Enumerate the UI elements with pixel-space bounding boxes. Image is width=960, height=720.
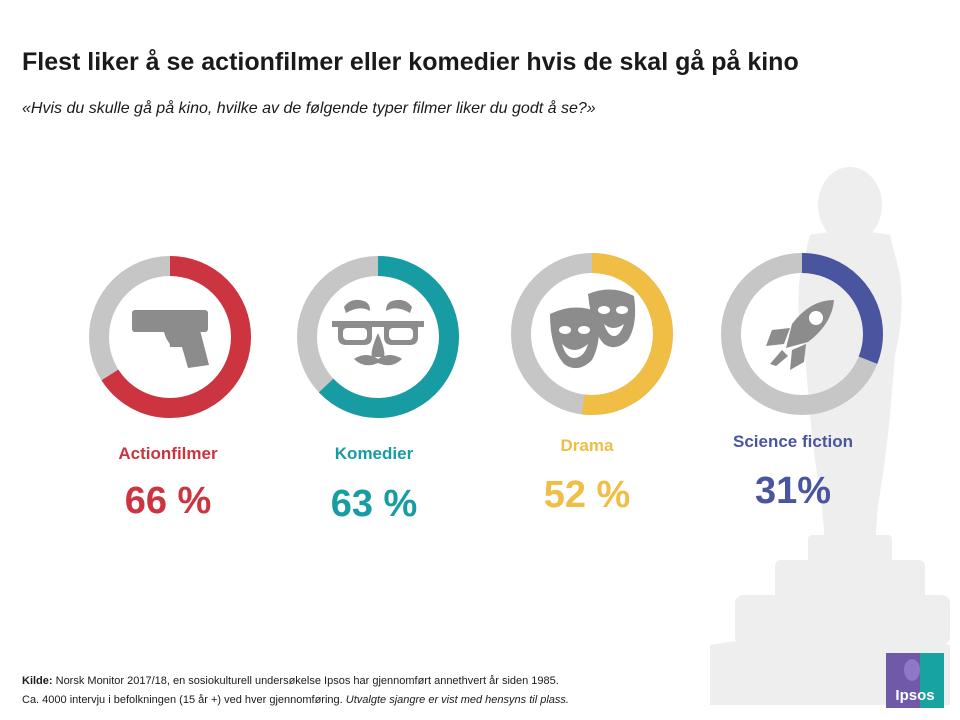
theater-masks-icon: [550, 289, 636, 369]
value-label-actionfilmer: 66 %: [124, 480, 212, 522]
value-label-science-fiction: 31%: [754, 470, 832, 512]
donut-ring: [297, 256, 459, 418]
donut-ring: [89, 256, 251, 418]
donut-value-arc: [721, 253, 883, 415]
pistol-icon: [132, 310, 209, 368]
category-label-drama: Drama: [560, 436, 614, 455]
category-label-actionfilmer: Actionfilmer: [118, 444, 218, 463]
donut-value-arc: [511, 253, 673, 415]
donut-value-arc: [89, 256, 251, 418]
donut-actionfilmer: [88, 255, 252, 419]
chart-subtitle: «Hvis du skulle gå på kino, hvilke av de…: [22, 100, 596, 117]
sample-text: Ca. 4000 intervju i befolkningen (15 år …: [22, 694, 343, 706]
selection-note: Utvalgte sjangre er vist med hensyns til…: [345, 694, 569, 706]
donut-drama: [510, 252, 674, 416]
rocket-icon: [766, 300, 834, 370]
source-label: Kilde:: [22, 675, 53, 687]
value-label-komedier: 63 %: [330, 483, 418, 525]
donut-ring: [721, 253, 883, 415]
source-text: Norsk Monitor 2017/18, en sosiokulturell…: [55, 675, 559, 687]
logo-text: Ipsos: [895, 687, 935, 704]
category-label-science-fiction: Science fiction: [733, 432, 853, 451]
ipsos-logo: Ipsos: [886, 653, 944, 708]
donut-value-arc: [297, 256, 459, 418]
value-label-drama: 52 %: [543, 474, 631, 516]
chart-title: Flest liker å se actionfilmer eller kome…: [22, 48, 799, 76]
source-footnote: Kilde: Norsk Monitor 2017/18, en sosioku…: [22, 672, 862, 710]
donut-komedier: [296, 255, 460, 419]
donut-ring: [511, 253, 673, 415]
donut-science-fiction: [720, 252, 884, 416]
category-label-komedier: Komedier: [334, 444, 414, 463]
glasses-disguise-icon: [332, 299, 424, 366]
